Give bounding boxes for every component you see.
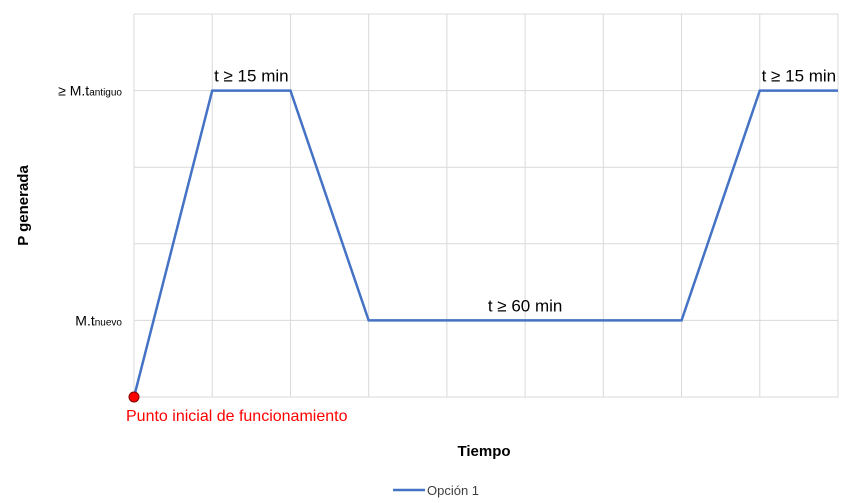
y-tick-labels: ≥ M.tantiguo M.tnuevo xyxy=(58,83,122,329)
x-axis-title: Tiempo xyxy=(457,443,510,460)
duration-annotation: t ≥ 60 min xyxy=(488,296,563,315)
legend-label-opcion-1: Opción 1 xyxy=(427,483,479,498)
start-point-label: Punto inicial de funcionamiento xyxy=(126,408,348,425)
series-line-opcion-1 xyxy=(132,89,838,398)
chart-grid xyxy=(133,13,839,398)
y-tick-label: ≥ M.tantiguo xyxy=(58,83,122,99)
start-point-marker xyxy=(128,391,140,403)
chart-legend: Opción 1 xyxy=(393,483,479,498)
chart-annotations: t ≥ 15 min t ≥ 60 min t ≥ 15 min xyxy=(214,67,836,316)
duration-annotation: t ≥ 15 min xyxy=(762,67,837,86)
y-axis-title: P generada xyxy=(15,165,32,246)
duration-annotation: t ≥ 15 min xyxy=(214,67,289,86)
y-tick-label: M.tnuevo xyxy=(75,312,122,328)
